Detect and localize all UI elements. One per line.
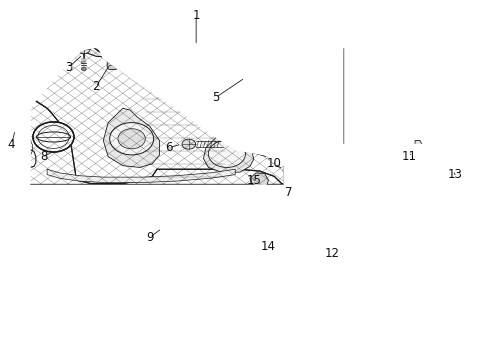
Circle shape	[110, 123, 154, 155]
Polygon shape	[255, 207, 284, 231]
Polygon shape	[0, 237, 490, 359]
Text: 4: 4	[8, 138, 15, 150]
Circle shape	[454, 168, 468, 178]
Polygon shape	[0, 185, 490, 359]
Polygon shape	[226, 191, 490, 237]
Text: 15: 15	[246, 174, 261, 186]
Polygon shape	[270, 184, 294, 201]
Polygon shape	[0, 191, 144, 237]
Text: 6: 6	[166, 141, 173, 154]
Circle shape	[33, 122, 74, 152]
Text: 7: 7	[285, 186, 293, 199]
Text: 13: 13	[448, 168, 463, 181]
Circle shape	[77, 44, 90, 54]
Circle shape	[81, 67, 86, 71]
Polygon shape	[103, 108, 159, 167]
Polygon shape	[98, 47, 343, 184]
Polygon shape	[362, 189, 420, 202]
Bar	[25, 15, 343, 184]
Circle shape	[373, 187, 385, 196]
Text: 8: 8	[40, 150, 48, 163]
Circle shape	[384, 154, 399, 165]
Polygon shape	[362, 150, 425, 167]
Text: 5: 5	[212, 91, 220, 104]
Polygon shape	[250, 173, 269, 187]
Text: 1: 1	[193, 9, 200, 22]
Polygon shape	[362, 155, 372, 202]
Text: 12: 12	[324, 247, 340, 260]
Polygon shape	[0, 1, 98, 184]
Circle shape	[171, 202, 200, 224]
Circle shape	[299, 74, 309, 81]
Text: 2: 2	[92, 80, 100, 93]
Circle shape	[208, 140, 245, 167]
Circle shape	[275, 188, 287, 197]
Polygon shape	[47, 169, 235, 183]
Circle shape	[118, 129, 146, 149]
Polygon shape	[81, 39, 327, 107]
Circle shape	[292, 165, 308, 176]
Polygon shape	[0, 1, 29, 359]
Text: 9: 9	[146, 231, 153, 244]
Text: 3: 3	[65, 60, 73, 73]
Circle shape	[182, 139, 196, 149]
Polygon shape	[107, 59, 122, 69]
Polygon shape	[0, 1, 490, 47]
Circle shape	[181, 62, 191, 69]
Circle shape	[385, 190, 398, 200]
Polygon shape	[203, 134, 254, 173]
Polygon shape	[283, 162, 316, 179]
Polygon shape	[284, 144, 490, 359]
Text: 14: 14	[261, 240, 276, 253]
Circle shape	[240, 68, 250, 75]
Text: 11: 11	[401, 150, 416, 163]
Text: 10: 10	[267, 157, 282, 170]
Polygon shape	[415, 140, 422, 152]
Circle shape	[383, 188, 395, 197]
Polygon shape	[145, 193, 225, 235]
